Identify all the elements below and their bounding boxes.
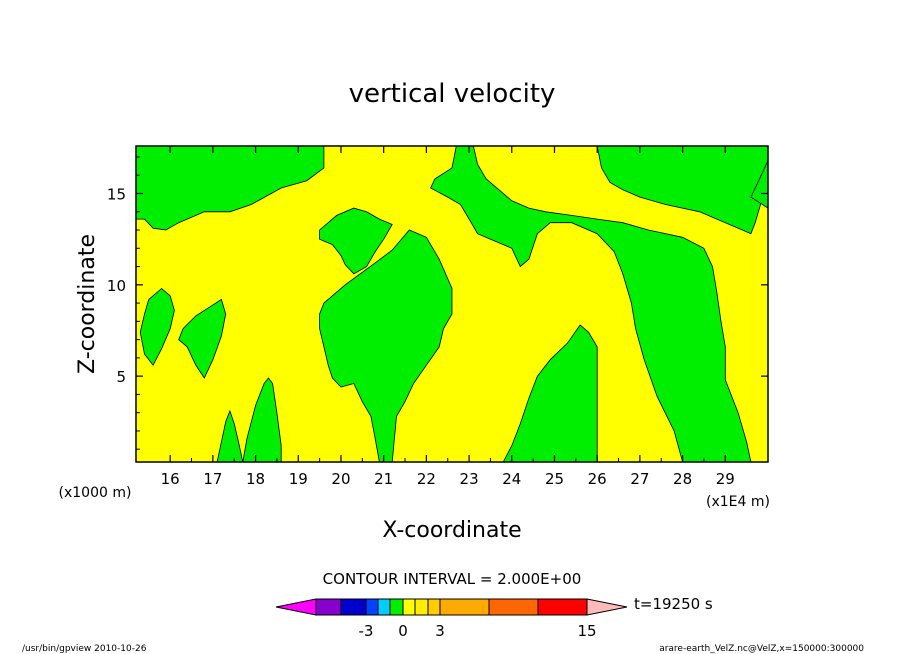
colorbar-segment bbox=[439, 598, 490, 616]
plot-frame bbox=[135, 145, 769, 463]
contour-region-bottom-small-left bbox=[216, 409, 244, 463]
x-tick-label: 23 bbox=[460, 470, 479, 488]
colorbar-right-arrow bbox=[586, 598, 628, 616]
chart-title: vertical velocity bbox=[349, 79, 556, 109]
colorbar-segment bbox=[377, 598, 391, 616]
x-tick-label: 26 bbox=[588, 470, 607, 488]
x-tick-labels: 16 17 18 19 20 21 22 23 24 25 26 27 28 29 bbox=[161, 470, 735, 488]
x-tick-label: 29 bbox=[716, 470, 735, 488]
x-tick-label: 25 bbox=[545, 470, 564, 488]
colorbar-left-arrow bbox=[275, 598, 317, 616]
x-unit-label: (x1E4 m) bbox=[706, 494, 770, 510]
x-tick-label: 27 bbox=[630, 470, 649, 488]
x-tick-label: 16 bbox=[161, 470, 180, 488]
colorbar-segment bbox=[537, 598, 588, 616]
colorbar-segment bbox=[427, 598, 441, 616]
footer-left: /usr/bin/gpview 2010-10-26 bbox=[22, 644, 147, 654]
y-tick-label: 5 bbox=[116, 368, 126, 386]
time-label: t=19250 s bbox=[634, 595, 713, 613]
contour-region-center-upper bbox=[319, 207, 393, 275]
contour-region-bottom-center-right bbox=[502, 324, 598, 463]
colorbar-label: 3 bbox=[435, 622, 445, 640]
contour-region-bottom-small-right bbox=[242, 377, 282, 463]
x-tick-label: 22 bbox=[417, 470, 436, 488]
colorbar-segment bbox=[488, 598, 539, 616]
colorbar-label: 15 bbox=[577, 622, 596, 640]
y-tick-label: 15 bbox=[107, 185, 126, 203]
y-tick-labels: 5 10 15 bbox=[107, 185, 126, 386]
contour-region-left-blob bbox=[139, 287, 175, 366]
colorbar-segment bbox=[389, 598, 404, 616]
x-tick-label: 19 bbox=[289, 470, 308, 488]
y-axis-label: Z-coordinate bbox=[75, 234, 100, 374]
x-axis-label: X-coordinate bbox=[382, 518, 521, 543]
x-tick-label: 20 bbox=[331, 470, 350, 488]
colorbar-label: -3 bbox=[359, 622, 374, 640]
contour-region-left-blob-2 bbox=[178, 298, 227, 379]
x-tick-label: 24 bbox=[502, 470, 521, 488]
footer-right: arare-earth_VelZ.nc@VelZ,x=150000:300000 bbox=[659, 644, 864, 654]
x-tick-label: 28 bbox=[673, 470, 692, 488]
colorbar-segment bbox=[315, 598, 342, 616]
x-tick-label: 18 bbox=[246, 470, 265, 488]
y-tick-label: 10 bbox=[107, 277, 126, 295]
colorbar-segment bbox=[414, 598, 429, 616]
contour-region-center-main bbox=[319, 229, 453, 463]
colorbar-segment bbox=[402, 598, 416, 616]
plot-area bbox=[135, 145, 769, 463]
contour-region-top-center-right-lower bbox=[430, 145, 752, 463]
y-unit-label: (x1000 m) bbox=[59, 485, 132, 501]
colorbar-segment bbox=[340, 598, 367, 616]
x-tick-label: 17 bbox=[203, 470, 222, 488]
colorbar-label: 0 bbox=[398, 622, 408, 640]
colorbar: -3 0 3 15 bbox=[275, 598, 628, 640]
x-tick-label: 21 bbox=[374, 470, 393, 488]
colorbar-segment bbox=[365, 598, 379, 616]
colorbar-title: CONTOUR INTERVAL = 2.000E+00 bbox=[323, 570, 582, 588]
contour-region-top-left bbox=[135, 145, 325, 231]
